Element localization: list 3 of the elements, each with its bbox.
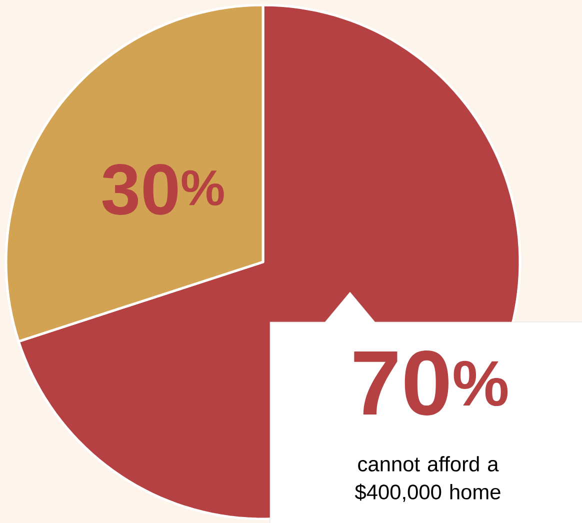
slice-label: cannot afford a $400,000 home — [354, 456, 500, 502]
data-label: 30$^{%}$ — [102, 164, 224, 215]
data-label: 70$^{%}$ — [354, 350, 508, 416]
